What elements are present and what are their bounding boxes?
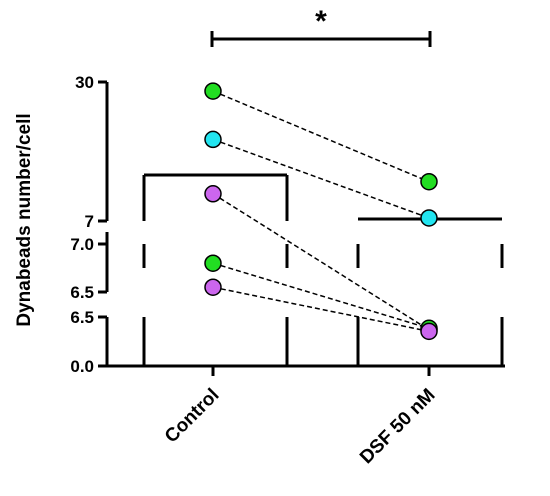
y-tick-label-6-5-middle: 6.5 (70, 283, 94, 302)
bars (142, 173, 504, 366)
x-category-label-dsf: DSF 50 nM (356, 385, 440, 469)
point-control-5 (204, 278, 222, 296)
y-tick-label-7-0: 7.0 (70, 235, 94, 254)
pair-line-5 (212, 286, 430, 333)
y-tick-label-7-upper: 7 (85, 212, 94, 231)
x-category-label-control: Control (161, 385, 224, 448)
point-control-4 (204, 254, 222, 272)
y-tick-label-6-5-lower: 6.5 (70, 308, 94, 327)
pair-line-4 (212, 262, 430, 330)
point-control-2 (204, 130, 222, 149)
significance-bracket (210, 31, 432, 47)
point-control-3 (204, 185, 222, 203)
y-tick-label-0: 0.0 (70, 357, 94, 376)
markers (204, 82, 438, 341)
y-tick-labels: 30 7 7.0 6.5 6.5 0.0 (70, 73, 94, 376)
point-dsf-2 (420, 209, 438, 227)
pair-line-2 (212, 138, 430, 219)
significance-label: * (315, 5, 327, 38)
bar-control (142, 173, 289, 366)
x-axis (105, 364, 505, 376)
y-axis (98, 80, 109, 368)
pair-lines (212, 90, 430, 333)
y-axis-label: Dynabeads number/cell (14, 113, 35, 326)
point-dsf-5 (420, 322, 438, 341)
y-tick-label-30: 30 (75, 73, 94, 92)
bar-dsf (356, 217, 504, 366)
point-dsf-1 (420, 172, 438, 191)
point-control-1 (204, 82, 222, 100)
pair-line-1 (212, 90, 430, 183)
pair-line-3 (212, 193, 430, 331)
